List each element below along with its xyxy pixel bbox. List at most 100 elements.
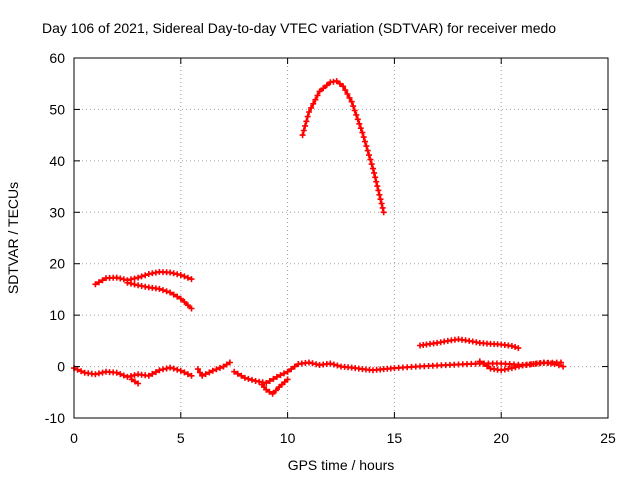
data-point <box>167 364 174 371</box>
data-point <box>375 187 382 194</box>
data-point <box>480 360 487 367</box>
data-point <box>327 360 334 367</box>
data-point <box>188 372 195 379</box>
data-point <box>135 380 142 387</box>
data-point <box>300 127 307 134</box>
y-tick-label: 0 <box>57 359 65 375</box>
data-point <box>551 361 558 367</box>
data-point <box>379 204 386 211</box>
data-point <box>476 358 483 365</box>
data-point <box>209 367 216 374</box>
x-tick-label: 15 <box>387 430 403 446</box>
data-point <box>263 386 270 393</box>
data-point <box>312 96 319 103</box>
data-point <box>354 116 361 123</box>
data-point <box>340 83 347 90</box>
data-point <box>376 191 383 198</box>
data-point <box>117 371 124 378</box>
y-tick-label: 60 <box>49 50 65 66</box>
data-point <box>170 291 177 298</box>
data-point <box>231 368 238 375</box>
data-point <box>174 293 181 300</box>
data-point <box>128 376 135 383</box>
data-point <box>368 161 375 168</box>
y-tick-label: 30 <box>49 204 65 220</box>
data-point <box>484 363 490 370</box>
data-point <box>306 109 312 115</box>
data-point <box>135 274 142 281</box>
y-tick-label: 50 <box>49 101 65 117</box>
data-point <box>249 376 255 383</box>
data-point <box>177 367 184 374</box>
data-point <box>366 152 372 159</box>
data-point <box>316 88 323 95</box>
data-point <box>142 272 149 279</box>
data-point <box>120 372 127 379</box>
data-point <box>184 371 191 378</box>
data-point <box>378 200 385 207</box>
data-point <box>333 78 340 85</box>
data-point <box>266 378 273 384</box>
data-point <box>353 111 360 118</box>
data-point <box>245 375 252 382</box>
data-point <box>304 113 311 120</box>
data-point <box>281 370 287 377</box>
data-point <box>516 363 522 370</box>
data-point <box>288 366 295 373</box>
series-arc-base-5 <box>259 376 291 397</box>
data-point <box>291 363 298 370</box>
data-point <box>359 129 366 136</box>
data-point <box>342 87 349 94</box>
data-point <box>560 363 567 370</box>
data-point <box>371 169 378 176</box>
data-point <box>234 370 241 377</box>
series-arc-late <box>417 336 522 352</box>
data-point <box>174 366 181 373</box>
data-point <box>336 80 343 87</box>
data-point <box>512 364 519 371</box>
data-point <box>92 371 99 378</box>
x-tick-label: 25 <box>600 430 616 446</box>
data-point <box>156 285 163 292</box>
data-point <box>220 363 227 370</box>
data-point <box>310 100 317 107</box>
data-point <box>160 287 166 294</box>
data-point <box>177 272 184 278</box>
data-point <box>508 365 515 372</box>
data-point <box>241 374 248 381</box>
data-point <box>213 366 220 373</box>
data-point <box>184 274 191 281</box>
x-axis-label: GPS time / hours <box>288 457 395 473</box>
data-point <box>120 276 127 283</box>
data-point <box>131 378 138 385</box>
data-point <box>188 276 195 283</box>
data-point <box>360 134 367 141</box>
y-tick-label: 40 <box>49 153 65 169</box>
data-point <box>124 279 131 286</box>
data-point <box>309 360 316 367</box>
axis-ticks: 0 5 10 15 20 25 -10 0 10 20 30 40 50 60 <box>45 50 616 446</box>
data-point <box>364 147 371 154</box>
data-point <box>217 364 223 371</box>
data-point <box>181 369 188 376</box>
data-point <box>78 368 85 375</box>
data-point <box>167 289 174 296</box>
data-point <box>269 390 276 397</box>
data-point <box>357 125 364 132</box>
data-point <box>351 107 358 114</box>
data-point <box>303 118 310 125</box>
data-point <box>113 274 120 281</box>
data-point <box>170 365 177 372</box>
data-point <box>266 388 273 395</box>
data-point <box>131 372 138 379</box>
series-arc-upper-peak <box>299 78 387 216</box>
data-point <box>334 362 341 369</box>
data-point <box>197 369 203 376</box>
data-point <box>348 98 355 105</box>
data-point <box>555 362 562 369</box>
data-point <box>131 275 138 282</box>
data-point <box>223 361 230 368</box>
y-tick-label: 10 <box>49 307 65 323</box>
data-point <box>320 85 327 92</box>
data-point <box>356 120 363 127</box>
